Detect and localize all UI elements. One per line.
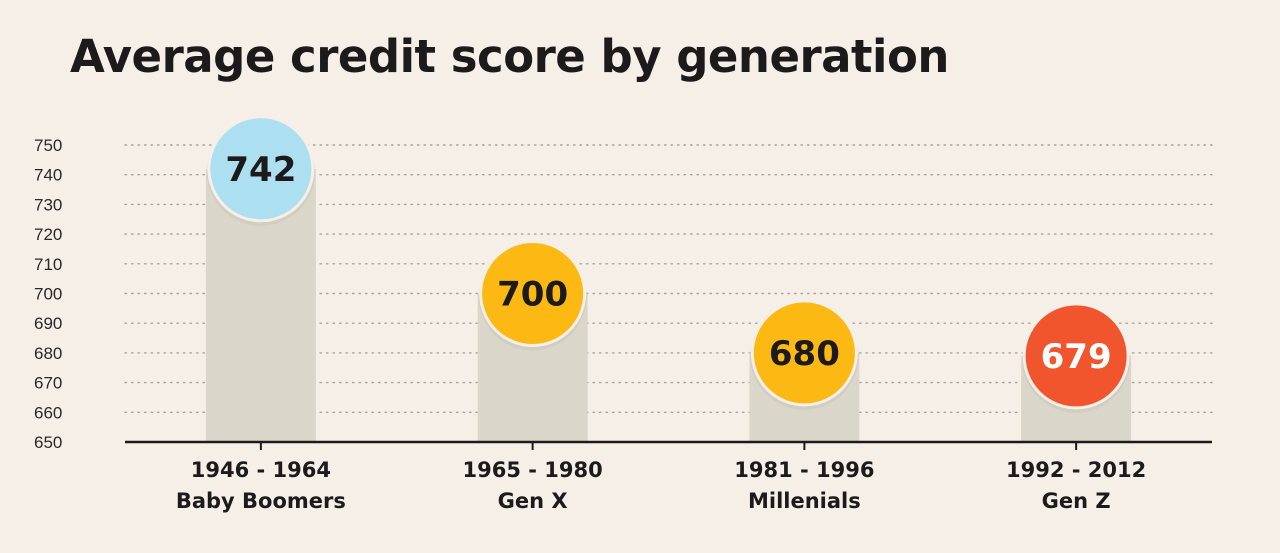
category-years-label: 1992 - 2012	[1006, 458, 1146, 482]
category-name-label: Gen X	[498, 489, 568, 513]
bubble-circle	[750, 299, 858, 407]
bubble-circle	[479, 240, 587, 347]
y-axis-ticks: 650 660 670 680 690 700 710 720 730 740 750	[34, 136, 62, 452]
category-name-label: Baby Boomers	[176, 489, 346, 513]
y-tick-label: 670	[34, 374, 62, 393]
value-label: 700	[497, 275, 568, 315]
category-labels: 1946 - 1964 Baby Boomers 1965 - 1980 Gen X 1…	[176, 442, 1146, 513]
y-tick-label: 710	[34, 255, 62, 274]
bars	[205, 168, 1132, 442]
value-label: 680	[769, 334, 840, 374]
value-label: 679	[1041, 337, 1112, 377]
y-tick-label: 680	[34, 344, 62, 363]
chart-title: Average credit score by generation	[70, 30, 949, 83]
category-years-label: 1981 - 1996	[734, 458, 874, 482]
y-tick-label: 690	[34, 314, 62, 333]
y-tick-label: 650	[34, 433, 62, 452]
y-tick-label: 750	[34, 136, 62, 155]
category-name-label: Millenials	[748, 489, 861, 513]
bubble-circle	[207, 115, 315, 223]
value-label: 742	[225, 150, 296, 190]
value-bubbles: 742 700 680 679	[206, 115, 1131, 413]
value-bubble: 700	[478, 240, 587, 351]
category-name-label: Gen Z	[1042, 489, 1111, 513]
y-tick-label: 720	[34, 225, 62, 244]
value-bubble: 742	[206, 115, 315, 226]
category-years-label: 1965 - 1980	[463, 458, 603, 482]
bubble-circle	[1022, 302, 1130, 410]
y-tick-label: 730	[34, 195, 62, 214]
category-years-label: 1946 - 1964	[191, 458, 331, 482]
y-tick-label: 660	[34, 403, 62, 422]
value-bubble: 680	[750, 299, 859, 410]
value-bubble: 679	[1022, 302, 1131, 413]
y-tick-label: 700	[34, 285, 62, 304]
y-tick-label: 740	[34, 166, 62, 185]
